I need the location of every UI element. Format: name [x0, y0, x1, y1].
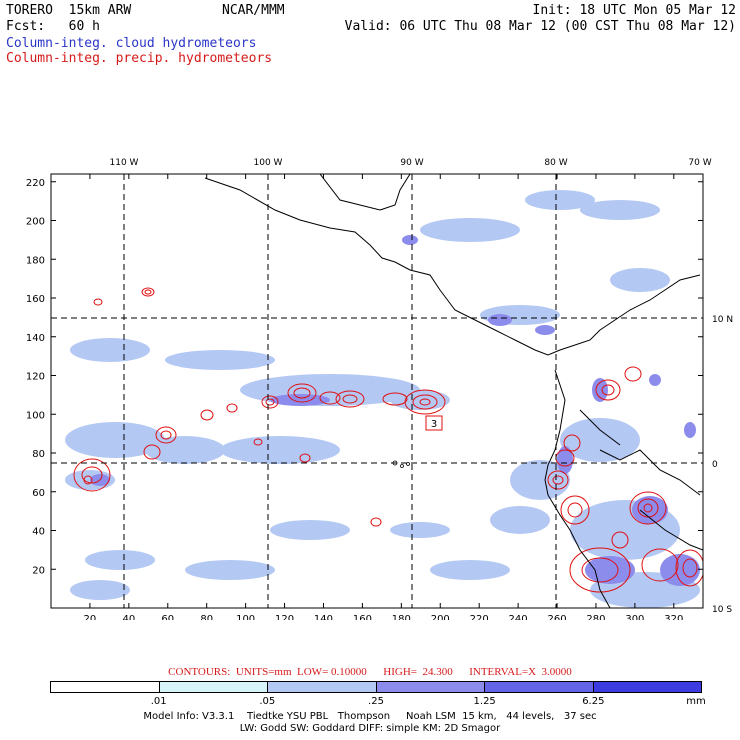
- x-tick-label: 320: [664, 614, 683, 620]
- x-tick-label: 40: [122, 614, 135, 620]
- contour-label-box: 3: [425, 415, 443, 431]
- x-tick-label: 160: [353, 614, 372, 620]
- x-tick-label: 140: [314, 614, 333, 620]
- x-tick-label: 60: [161, 614, 174, 620]
- cloud-shading-medium: [90, 235, 700, 586]
- y-tick-label: 40: [32, 527, 45, 538]
- colorbar-swatch: [376, 682, 485, 692]
- latitude-labels: 10 N 0 10 S: [712, 315, 733, 615]
- x-tick-label: 20: [84, 614, 97, 620]
- colorbar-swatch: [485, 682, 594, 692]
- colorbar-swatch: [159, 682, 268, 692]
- longitude-label: 70 W: [688, 158, 711, 168]
- y-tick-label: 140: [26, 333, 45, 344]
- map-panel: 110 W 100 W 90 W 80 W 70 W 10 N 0 10 S: [26, 158, 733, 620]
- longitude-label: 90 W: [400, 158, 423, 168]
- x-tick-label: 200: [431, 614, 450, 620]
- colorbar-swatch: [51, 682, 160, 692]
- valid-time: Valid: 06 UTC Thu 08 Mar 12 (00 CST Thu …: [344, 19, 736, 34]
- model-name: TORERO 15km ARW: [6, 3, 132, 18]
- longitude-label: 100 W: [254, 158, 283, 168]
- y-tick-label: 20: [32, 565, 45, 576]
- y-tick-labels: 20 40 60 80 100 120 140 160 180 200 220: [26, 178, 703, 576]
- colorbar-swatch: [593, 682, 701, 692]
- latitude-label: 0: [712, 460, 718, 470]
- x-tick-label: 180: [392, 614, 411, 620]
- galapagos-islands: [392, 460, 410, 468]
- colorbar-unit: mm: [686, 696, 706, 707]
- x-tick-label: 240: [509, 614, 528, 620]
- field-precip-title: Column-integ. precip. hydrometeors: [6, 51, 273, 66]
- latitude-label: 10 S: [712, 605, 732, 615]
- plot-area: [51, 174, 703, 608]
- contours-info: CONTOURS: UNITS=mm LOW= 0.10000 HIGH= 24…: [168, 666, 572, 678]
- model-info-line2: LW: Godd SW: Goddard DIFF: simple KM: 2D…: [239, 723, 501, 734]
- plot-frame: [50, 173, 704, 609]
- x-tick-label: 260: [547, 614, 566, 620]
- longitude-label: 80 W: [544, 158, 567, 168]
- x-tick-label: 120: [275, 614, 294, 620]
- y-tick-label: 100: [26, 410, 45, 421]
- y-tick-label: 200: [26, 217, 45, 228]
- colorbar-swatch: [268, 682, 377, 692]
- x-tick-label: 80: [200, 614, 213, 620]
- forecast-hour: Fcst: 60 h: [6, 19, 100, 34]
- precip-contours: [73, 287, 703, 593]
- y-tick-label: 160: [26, 294, 45, 305]
- y-tick-label: 80: [32, 449, 45, 460]
- contour-label-text: 3: [431, 419, 437, 430]
- init-time: Init: 18 UTC Mon 05 Mar 12: [532, 3, 737, 18]
- longitude-label: 110 W: [110, 158, 139, 168]
- coastlines: [204, 174, 703, 608]
- center-name: NCAR/MMM: [222, 3, 285, 18]
- colorbar-label: 6.25: [582, 696, 605, 707]
- colorbar-label: .05: [259, 696, 276, 707]
- longitude-labels: 110 W 100 W 90 W 80 W 70 W: [110, 158, 712, 168]
- x-tick-label: 280: [586, 614, 605, 620]
- colorbar-label: 1.25: [473, 696, 496, 707]
- x-tick-label: 100: [236, 614, 255, 620]
- y-tick-label: 220: [26, 178, 45, 189]
- y-tick-label: 60: [32, 488, 45, 499]
- field-cloud-title: Column-integ. cloud hydrometeors: [6, 36, 257, 51]
- colorbar-label: .25: [368, 696, 384, 707]
- y-tick-label: 120: [26, 372, 45, 383]
- x-tick-label: 220: [470, 614, 489, 620]
- latitude-label: 10 N: [712, 315, 733, 325]
- latlon-grid: [51, 174, 703, 608]
- model-info-line1: Model Info: V3.3.1 Tiedtke YSU PBL Thomp…: [143, 711, 597, 722]
- colorbar-label: .01: [150, 696, 167, 707]
- x-tick-labels: 20 40 60 80 100 120 140 160 180 200 220 240 260 280 30…: [84, 174, 683, 620]
- y-tick-label: 180: [26, 255, 45, 266]
- colorbar: [50, 681, 702, 693]
- x-tick-label: 300: [625, 614, 644, 620]
